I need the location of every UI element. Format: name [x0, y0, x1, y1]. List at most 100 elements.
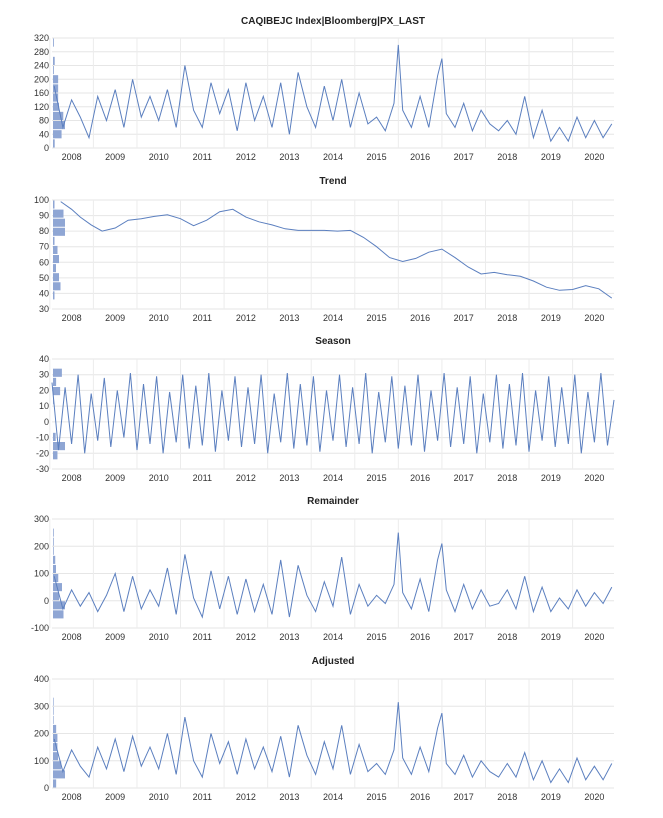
x-tick-label: 2020	[584, 792, 604, 802]
histogram-bar	[53, 56, 55, 65]
histogram-bar	[53, 574, 59, 583]
x-tick-label: 2018	[497, 473, 517, 483]
y-tick-label: 90	[39, 211, 49, 221]
x-tick-label: 2010	[149, 632, 169, 642]
histogram-bar	[53, 200, 55, 209]
x-tick-label: 2017	[454, 152, 474, 162]
y-tick-label: 200	[34, 729, 49, 739]
histogram-bar	[53, 601, 65, 610]
y-tick-label: 160	[34, 88, 49, 98]
x-tick-label: 2014	[323, 152, 343, 162]
histogram-bar	[53, 555, 56, 564]
y-tick-label: 40	[39, 129, 49, 139]
x-tick-label: 2016	[410, 632, 430, 642]
x-tick-label: 2014	[323, 792, 343, 802]
x-tick-label: 2008	[62, 473, 82, 483]
panel-5: Adjusted 0 100 200 300 400 2008 2009 2010 2011 201…	[34, 656, 614, 802]
histogram-bar	[53, 592, 59, 601]
histogram-bar	[53, 610, 64, 619]
x-tick-label: 2017	[454, 473, 474, 483]
histogram-bar	[53, 752, 59, 761]
series-line	[60, 201, 613, 299]
x-tick-label: 2016	[410, 313, 430, 323]
x-tick-label: 2012	[236, 313, 256, 323]
x-tick-label: 2017	[454, 792, 474, 802]
y-tick-label: 100	[34, 569, 49, 579]
x-tick-label: 2015	[367, 792, 387, 802]
x-tick-label: 2018	[497, 792, 517, 802]
y-tick-label: 200	[34, 74, 49, 84]
y-tick-label: 80	[39, 116, 49, 126]
x-tick-label: 2017	[454, 632, 474, 642]
x-tick-label: 2015	[367, 632, 387, 642]
y-tick-label: 50	[39, 273, 49, 283]
histogram-bar	[53, 130, 62, 139]
x-tick-label: 2016	[410, 473, 430, 483]
histogram-bar	[53, 734, 58, 743]
x-tick-label: 2015	[367, 152, 387, 162]
histogram-bar	[53, 706, 54, 715]
histogram-bar	[53, 528, 54, 537]
histogram-bar	[53, 93, 59, 102]
histogram-bar	[53, 291, 55, 300]
histogram-bar	[53, 273, 59, 282]
y-tick-label: 40	[39, 354, 49, 364]
panel-1: CAQIBEJC Index|Bloomberg|PX_LAST 0 40 80 120…	[34, 16, 614, 162]
histogram-bar	[53, 724, 57, 733]
x-tick-label: 2014	[323, 632, 343, 642]
histogram-bar	[53, 537, 54, 546]
histogram-bar	[53, 387, 61, 396]
x-tick-label: 2012	[236, 632, 256, 642]
y-tick-label: 0	[44, 783, 49, 793]
x-tick-label: 2014	[323, 473, 343, 483]
histogram-bar	[53, 697, 54, 706]
x-tick-label: 2011	[193, 792, 212, 802]
y-tick-label: -30	[36, 464, 49, 474]
histogram-bar	[53, 368, 62, 377]
y-tick-label: 320	[34, 33, 49, 43]
x-tick-label: 2013	[279, 152, 299, 162]
histogram-bar	[53, 84, 59, 93]
x-tick-label: 2018	[497, 313, 517, 323]
x-tick-label: 2008	[62, 792, 82, 802]
y-tick-label: -100	[31, 623, 49, 633]
panel-title: Season	[315, 336, 351, 347]
series-line	[53, 532, 613, 619]
x-tick-label: 2010	[149, 473, 169, 483]
y-tick-label: 200	[34, 541, 49, 551]
y-tick-label: 10	[39, 401, 49, 411]
panel-title: Trend	[319, 176, 346, 187]
panel-title: Adjusted	[312, 656, 355, 667]
histogram-bar	[53, 111, 64, 120]
x-tick-label: 2019	[541, 152, 561, 162]
x-tick-label: 2012	[236, 473, 256, 483]
x-tick-label: 2020	[584, 473, 604, 483]
y-tick-label: 20	[39, 385, 49, 395]
x-tick-label: 2012	[236, 152, 256, 162]
y-tick-label: -20	[36, 448, 49, 458]
x-tick-label: 2019	[541, 313, 561, 323]
x-tick-label: 2008	[62, 152, 82, 162]
panel-3: Season -30 -20 -10 0 10 20 30 40 2008 2009 2010 2011…	[36, 336, 615, 483]
histogram-bar	[53, 779, 57, 788]
histogram-bar	[53, 139, 55, 148]
histogram-bar	[53, 121, 65, 130]
x-tick-label: 2010	[149, 152, 169, 162]
x-tick-label: 2018	[497, 152, 517, 162]
histogram-bar	[53, 432, 56, 441]
x-tick-label: 2020	[584, 313, 604, 323]
histogram-bar	[53, 761, 62, 770]
y-tick-label: 80	[39, 226, 49, 236]
histogram-bar	[53, 75, 59, 84]
x-tick-label: 2019	[541, 473, 561, 483]
x-tick-label: 2009	[105, 152, 125, 162]
x-tick-label: 2010	[149, 313, 169, 323]
histogram-bar	[53, 564, 56, 573]
histogram-bar	[53, 377, 57, 386]
series-line	[53, 702, 613, 784]
y-tick-label: 100	[34, 756, 49, 766]
histogram-bar	[53, 282, 61, 291]
x-tick-label: 2009	[105, 792, 125, 802]
